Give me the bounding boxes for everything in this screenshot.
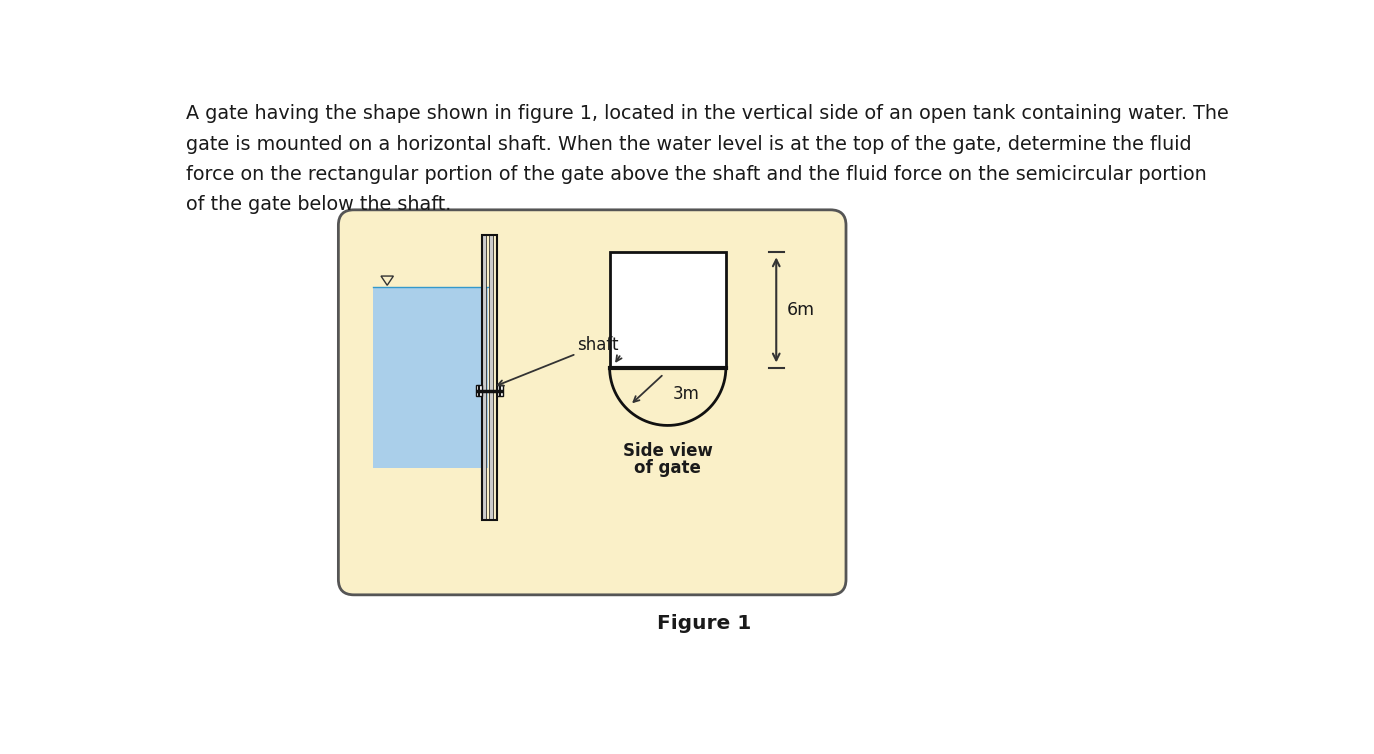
Bar xyxy=(482,235,486,520)
Text: Side view: Side view xyxy=(622,443,713,461)
Bar xyxy=(497,385,503,396)
Bar xyxy=(482,235,497,520)
Text: shaft: shaft xyxy=(577,336,618,354)
Text: of gate: of gate xyxy=(635,459,701,477)
Bar xyxy=(475,385,482,396)
Bar xyxy=(489,235,493,520)
Text: A gate having the shape shown in figure 1, located in the vertical side of an op: A gate having the shape shown in figure … xyxy=(185,104,1228,214)
Text: 3m: 3m xyxy=(673,385,699,403)
Text: Figure 1: Figure 1 xyxy=(657,614,752,633)
Bar xyxy=(374,287,488,467)
Text: 6m: 6m xyxy=(787,301,815,319)
FancyBboxPatch shape xyxy=(338,210,846,595)
Bar xyxy=(610,252,725,368)
